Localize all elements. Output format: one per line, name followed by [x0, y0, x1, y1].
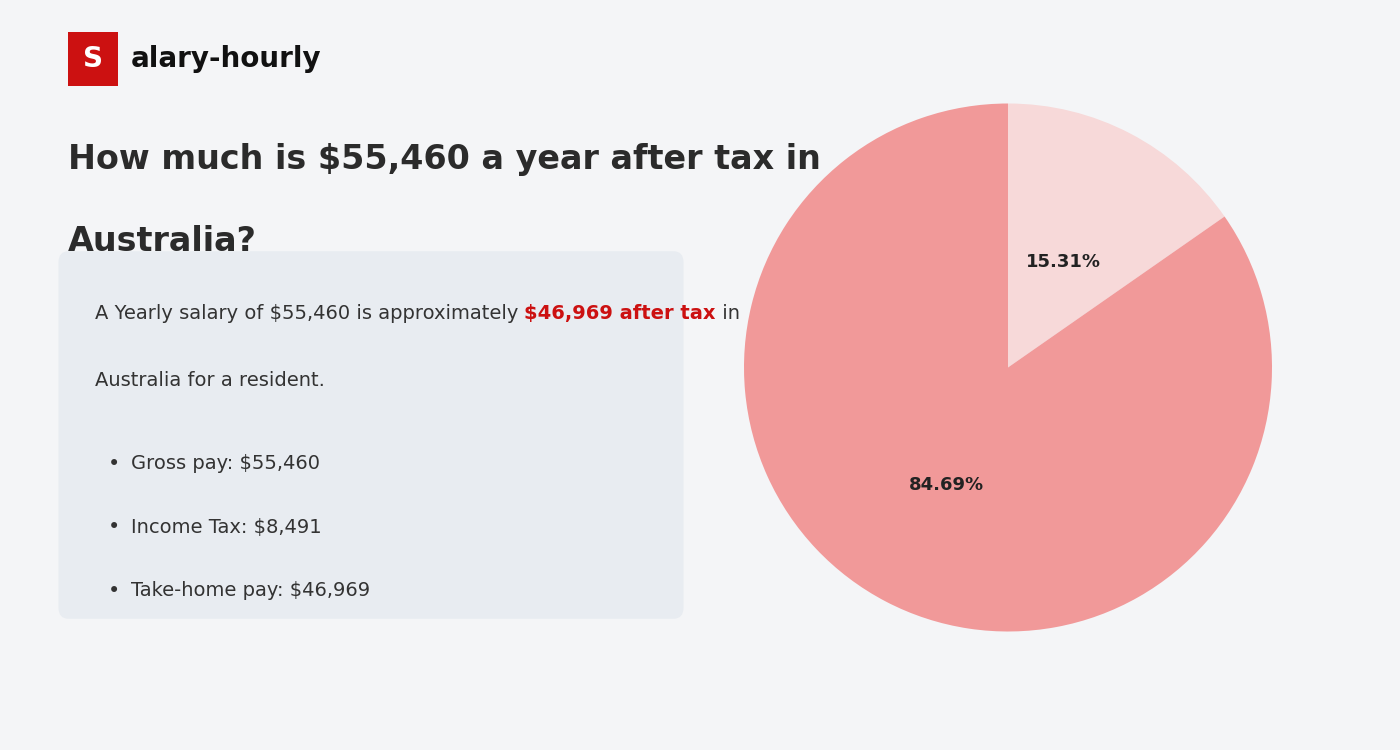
Text: Australia for a resident.: Australia for a resident. [95, 371, 325, 390]
Text: •: • [108, 581, 120, 602]
Text: Australia?: Australia? [69, 225, 258, 258]
Text: 84.69%: 84.69% [910, 476, 984, 494]
Wedge shape [743, 104, 1273, 632]
Text: Gross pay: $55,460: Gross pay: $55,460 [130, 454, 319, 472]
Text: How much is $55,460 a year after tax in: How much is $55,460 a year after tax in [69, 142, 822, 176]
Text: 15.31%: 15.31% [1025, 254, 1100, 272]
Wedge shape [1008, 104, 1225, 368]
Text: alary-hourly: alary-hourly [130, 45, 322, 74]
Text: Income Tax: $8,491: Income Tax: $8,491 [130, 518, 322, 536]
FancyBboxPatch shape [69, 32, 118, 86]
Text: •: • [108, 518, 120, 538]
Text: A Yearly salary of $55,460 is approximately: A Yearly salary of $55,460 is approximat… [95, 304, 524, 322]
Text: S: S [83, 45, 104, 74]
Text: Take-home pay: $46,969: Take-home pay: $46,969 [130, 581, 370, 600]
Text: in: in [715, 304, 739, 322]
Text: $46,969 after tax: $46,969 after tax [524, 304, 715, 322]
Text: •: • [108, 454, 120, 474]
FancyBboxPatch shape [59, 251, 683, 619]
